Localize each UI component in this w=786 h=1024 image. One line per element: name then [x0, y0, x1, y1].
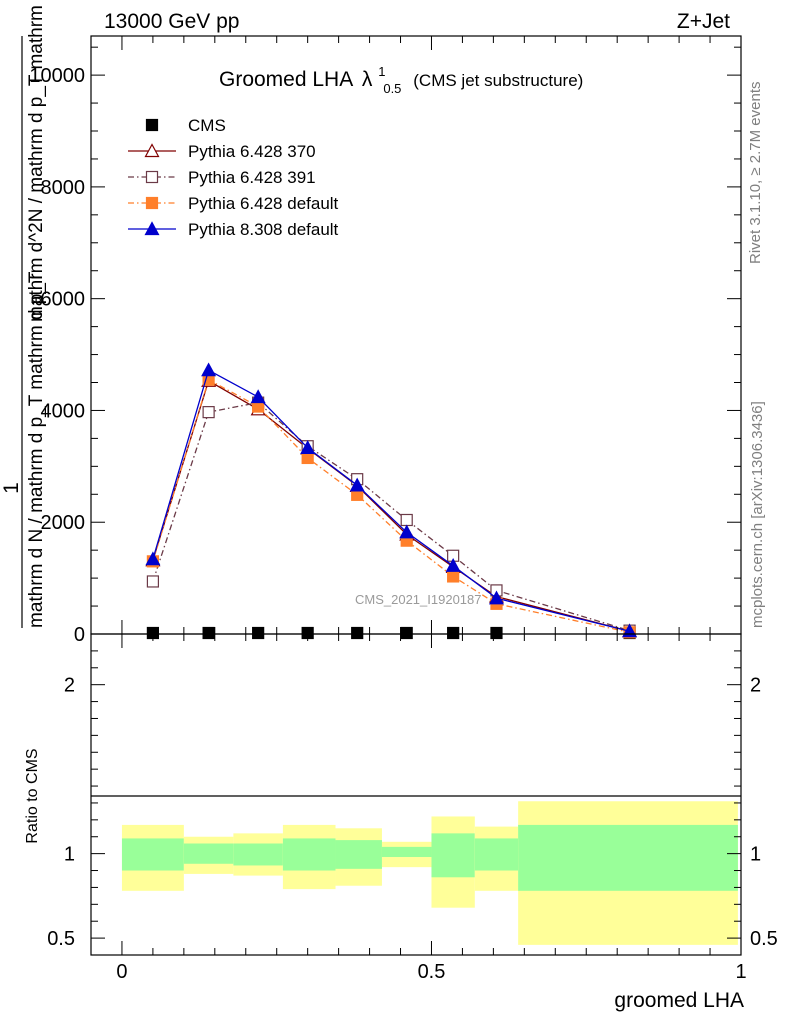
y-tick-label: 4000 — [41, 400, 86, 422]
process-label: Z+Jet — [677, 10, 730, 33]
data-point-cms — [252, 626, 265, 640]
stat-uncertainty-band — [121, 838, 184, 871]
legend-marker-pythia-6-428-391 — [145, 170, 159, 184]
data-point-pythia-8-308-default — [300, 440, 316, 454]
legend-label-pythia-6-428-default: Pythia 6.428 default — [188, 194, 339, 213]
x-tick-label: 0.5 — [418, 961, 446, 983]
plot-title: Groomed LHA λ 1 0.5 (CMS jet substructur… — [219, 58, 583, 98]
legend-label-pythia-8-308-default: Pythia 8.308 default — [188, 220, 339, 239]
legend-label-cms: CMS — [188, 116, 226, 135]
y-tick-label: 2000 — [41, 512, 86, 534]
data-point-pythia-8-308-default — [445, 558, 461, 572]
y-tick-label: 8000 — [41, 177, 86, 199]
main-plot-panel: 0 2000 4000 6000 8000 10000 Groomed LHA λ 1 0… — [29, 35, 742, 646]
data-point-pythia-6-428-default — [301, 451, 314, 465]
main-y-axis-label: 1 mathrm d N / mathrm d p_T mathrm d p_T… — [0, 0, 47, 628]
ratio-y-label: Ratio to CMS — [24, 748, 41, 843]
data-point-pythia-8-308-default — [145, 551, 161, 566]
ratio-y-tick-label: 2 — [64, 675, 75, 697]
ratio-plot-panel: 0.5 0.51 12 20 0.5 1 — [47, 633, 778, 983]
data-point-cms — [400, 626, 413, 640]
stat-uncertainty-band — [335, 840, 382, 869]
mcplots-label: mcplots.cern.ch [arXiv:1306.3436] — [749, 401, 766, 628]
y-tick-label: 0 — [74, 624, 85, 646]
y-tick-label: 10000 — [29, 65, 85, 87]
legend: CMS Pythia 6.428 370 Pythia 6.428 391 Pythi… — [128, 116, 339, 239]
ratio-y-tick-label-right: 2 — [750, 675, 761, 697]
y-tick-label: 6000 — [41, 289, 86, 311]
y-label-numerator: 1 — [0, 482, 23, 494]
stat-uncertainty-band — [431, 833, 475, 878]
data-point-pythia-8-308-default — [250, 389, 266, 404]
stat-uncertainty-band — [518, 824, 738, 891]
stat-uncertainty-band — [282, 838, 336, 871]
y-label-denominator: mathrm d N / mathrm d p_T mathrm d p_T — [26, 271, 47, 628]
data-point-cms — [202, 626, 215, 640]
x-tick-label: 1 — [735, 961, 746, 983]
data-point-pythia-8-308-default — [399, 524, 415, 539]
data-point-cms — [490, 626, 503, 640]
legend-marker-pythia-6-428-default — [145, 196, 159, 210]
legend-marker-pythia-6-428-370 — [144, 143, 160, 158]
x-tick-label: 0 — [116, 961, 127, 983]
y-label-right-part: mathrm d^2N / mathrm d p_T mathrm d lamb… — [26, 0, 47, 322]
energy-label: 13000 GeV pp — [104, 10, 239, 33]
ratio-y-tick-label-right: 0.5 — [750, 928, 778, 950]
ratio-y-tick-label-right: 1 — [750, 844, 761, 866]
legend-marker-pythia-8-308-default — [144, 221, 160, 236]
data-point-pythia-6-428-391 — [202, 406, 215, 419]
data-point-pythia-6-428-391 — [400, 513, 413, 527]
data-point-pythia-8-308-default — [349, 477, 365, 492]
ratio-plot-frame — [90, 633, 742, 956]
data-point-cms — [351, 626, 364, 640]
data-point-pythia-8-308-default — [488, 590, 504, 605]
stat-uncertainty-band — [233, 843, 283, 866]
legend-marker-cms — [145, 118, 159, 132]
legend-label-pythia-6-428-370: Pythia 6.428 370 — [188, 142, 316, 161]
ratio-y-tick-label: 0.5 — [47, 928, 75, 950]
stat-uncertainty-band — [474, 838, 519, 871]
analysis-watermark: CMS_2021_I1920187 — [355, 592, 482, 607]
data-point-cms — [447, 626, 460, 640]
data-point-pythia-8-308-default — [201, 362, 217, 377]
data-point-pythia-6-428-391 — [146, 575, 160, 588]
stat-uncertainty-band — [183, 843, 234, 864]
stat-uncertainty-band — [381, 846, 432, 858]
legend-label-pythia-6-428-391: Pythia 6.428 391 — [188, 168, 316, 187]
data-point-pythia-6-428-default — [447, 570, 460, 583]
x-axis-label: groomed LHA — [614, 989, 744, 1012]
rivet-version-label: Rivet 3.1.10, ≥ 2.7M events — [747, 82, 764, 265]
ratio-y-tick-label: 1 — [64, 844, 75, 866]
